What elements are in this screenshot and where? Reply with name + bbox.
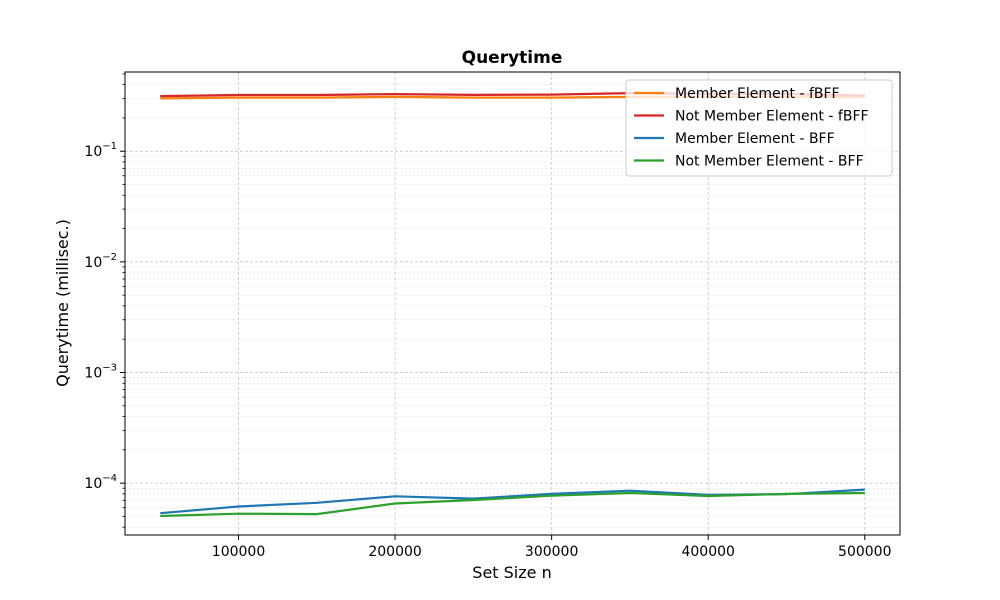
legend-label: Member Element - fBFF [675, 86, 840, 102]
chart-title: Querytime [462, 48, 563, 68]
legend-box [625, 79, 893, 177]
y-tick-label: 10−3 [84, 363, 117, 382]
y-tick-exponent: −3 [102, 363, 117, 374]
legend-label: Not Member Element - BFF [675, 154, 864, 170]
y-tick-exponent: −4 [102, 473, 117, 484]
x-tick-label: 400000 [681, 544, 734, 560]
x-tick-label: 300000 [525, 544, 578, 560]
y-tick-base: 10 [84, 144, 102, 160]
ticks: 100000 200000 300000 400000 50000010−410−310… [84, 73, 891, 560]
y-tick-base: 10 [84, 476, 102, 492]
y-axis-label: Querytime (millisec.) [53, 219, 72, 387]
plot-frame [124, 71, 901, 536]
y-tick-base: 10 [84, 366, 102, 382]
y-tick-exponent: −1 [102, 141, 117, 152]
x-axis-label: Set Size n [472, 563, 551, 582]
y-tick-label: 10−4 [84, 473, 117, 492]
legend-label: Not Member Element - fBFF [675, 109, 869, 125]
y-tick-base: 10 [84, 255, 102, 271]
x-tick-label: 500000 [838, 544, 891, 560]
legend: Member Element - fBFF Not Member Element … [625, 79, 893, 177]
series-layer [160, 91, 865, 518]
x-tick-label: 100000 [212, 544, 265, 560]
legend-label: Member Element - BFF [675, 131, 835, 147]
y-tick-label: 10−2 [84, 252, 117, 271]
x-tick-label: 200000 [368, 544, 421, 560]
y-tick-exponent: −2 [102, 252, 117, 263]
series-line-not-member-element-bff [160, 491, 865, 518]
y-tick-label: 10−1 [84, 141, 117, 160]
